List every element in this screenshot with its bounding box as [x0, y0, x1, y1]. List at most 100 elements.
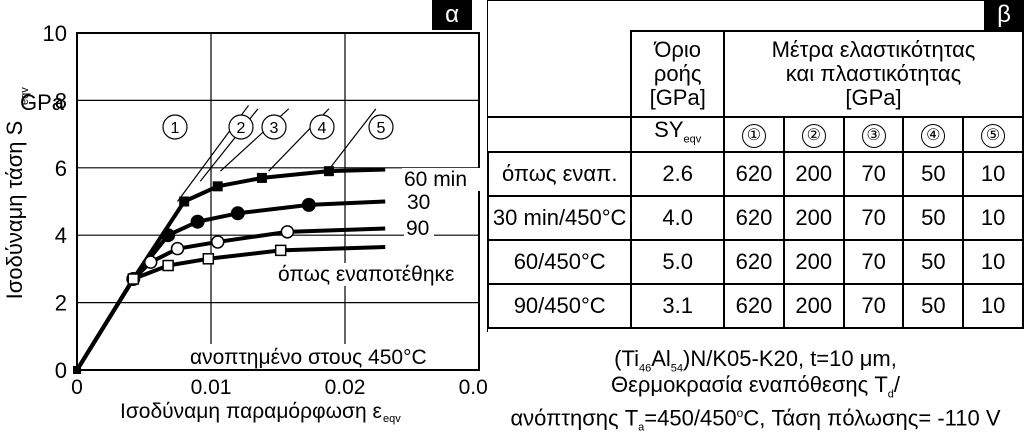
- row-m5: 10: [962, 195, 1024, 242]
- table-row: 90/450°C 3.1 620 200 70 50 10: [486, 283, 1024, 330]
- y-tick-label: 4: [55, 223, 67, 248]
- col-label-1: ①: [741, 124, 766, 149]
- yield-header: Όριο ροής [GPa]: [630, 30, 726, 118]
- x-axis-label: Ισοδύναμη παραμόρφωση ε: [120, 400, 382, 423]
- row-sy: 2.6: [630, 151, 726, 198]
- series-point: [274, 244, 287, 257]
- row-m2: 200: [782, 151, 845, 198]
- origin-point: [73, 366, 81, 374]
- row-m5: 10: [962, 151, 1024, 198]
- series-label: όπως εναποτέθηκε: [278, 263, 454, 286]
- modulus-col-3: ③: [842, 115, 905, 154]
- table-row: 30 min/450°C 4.0 620 200 70 50 10: [486, 195, 1024, 242]
- caption-line-2: Θερμοκρασία εναπόθεσης Td/: [610, 372, 901, 401]
- plot-frame: [76, 32, 480, 371]
- series-point: [202, 253, 215, 265]
- series-label-bg-0: [402, 168, 480, 191]
- x-axis-label-sub: eqv: [383, 413, 401, 425]
- modulus-col-4: ④: [902, 115, 965, 154]
- col-label-3: ③: [861, 124, 886, 149]
- table-row: όπως εναπ. 2.6 620 200 70 50 10: [486, 151, 1024, 198]
- reference-label-circle-2: [228, 114, 254, 140]
- series-point: [127, 273, 140, 285]
- reference-label-1: 1: [171, 120, 180, 137]
- moduli-header-text: Μέτρα ελαστικότητας και πλαστικότητας [G…: [771, 37, 976, 110]
- table-corner-2: [488, 117, 633, 154]
- row-m1: 620: [723, 283, 785, 330]
- series-label-bg-2: [404, 217, 434, 240]
- row-name: 60/450°C: [486, 239, 633, 286]
- row-sy: 3.1: [630, 283, 726, 330]
- row-name: 30 min/450°C: [486, 195, 633, 242]
- y-tick-label: 6: [55, 156, 67, 181]
- x-tick-label: 0.03: [459, 376, 487, 399]
- col-label-2: ②: [801, 124, 826, 149]
- series-point: [323, 166, 334, 177]
- moduli-header: Μέτρα ελαστικότητας και πλαστικότητας [G…: [723, 30, 1024, 118]
- reference-label-5: 5: [377, 120, 386, 137]
- row-m2: 200: [782, 195, 845, 242]
- properties-table: Όριο ροής [GPa] Μέτρα ελαστικότητας και …: [486, 30, 1024, 330]
- reference-label-circle-1: [162, 114, 188, 140]
- row-m4: 50: [902, 283, 965, 330]
- sy-header: SYeqv: [630, 115, 726, 154]
- x-tick-label: 0.02: [325, 376, 366, 399]
- caption-line-1: (Ti46Al54)N/K05-K20, t=10 μm,: [614, 346, 897, 375]
- row-name: όπως εναπ.: [486, 151, 633, 198]
- panel-b-top-border: [487, 0, 1024, 1]
- row-m5: 10: [962, 239, 1024, 286]
- y-axis-label-sub: eqv: [19, 87, 31, 105]
- y-axis-unit: GPa: [20, 90, 65, 115]
- row-m2: 200: [782, 239, 845, 286]
- y-tick-label: 10: [43, 21, 67, 46]
- series-point: [179, 196, 190, 207]
- sy-label: SY: [654, 117, 684, 142]
- reference-label-3: 3: [270, 120, 279, 137]
- series-point: [280, 225, 295, 239]
- modulus-col-1: ①: [723, 115, 785, 154]
- y-tick-label: 2: [55, 291, 67, 316]
- row-m2: 200: [782, 283, 845, 330]
- series-point: [161, 228, 176, 243]
- row-m1: 620: [723, 239, 785, 286]
- series-label: 30: [407, 191, 430, 214]
- row-m4: 50: [902, 195, 965, 242]
- sy-sub: eqv: [683, 133, 702, 146]
- panel-a-tag: α: [432, 0, 472, 30]
- series-label-bg-1: [405, 191, 435, 214]
- row-m4: 50: [902, 239, 965, 286]
- row-sy: 5.0: [630, 239, 726, 286]
- series-point: [162, 259, 174, 272]
- series-label: 90: [406, 217, 429, 240]
- row-m4: 50: [902, 151, 965, 198]
- series-point: [210, 235, 225, 249]
- table-row: 60/450°C 5.0 620 200 70 50 10: [486, 239, 1024, 286]
- table-corner: [488, 31, 633, 118]
- x-tick-label: 0: [71, 376, 83, 399]
- reference-label-circle-3: [261, 114, 287, 140]
- col-label-4: ④: [921, 124, 946, 149]
- caption-line-3: ανόπτησης Ta=450/450oC, Τάση πόλωσης= -1…: [510, 405, 1001, 434]
- row-m5: 10: [962, 283, 1024, 330]
- reference-label-circle-4: [309, 114, 335, 140]
- series-point: [212, 181, 223, 192]
- row-name: 90/450°C: [486, 283, 633, 330]
- y-tick-label: 0: [55, 358, 67, 383]
- row-sy: 4.0: [630, 195, 726, 242]
- y-tick-label: 8: [55, 88, 67, 113]
- reference-label-circle-5: [368, 114, 394, 140]
- modulus-col-2: ②: [782, 115, 845, 154]
- series-label-bg-3: [276, 263, 474, 286]
- series-line-3: [75, 244, 386, 372]
- series-label: 60 min: [404, 168, 467, 191]
- series-point: [170, 241, 185, 256]
- reference-label-4: 4: [318, 120, 327, 137]
- row-m1: 620: [723, 151, 785, 198]
- row-m1: 620: [723, 195, 785, 242]
- series-point: [256, 172, 267, 183]
- series-point: [143, 255, 158, 269]
- series-point: [301, 197, 316, 212]
- col-label-5: ⑤: [981, 124, 1006, 149]
- modulus-col-5: ⑤: [962, 115, 1024, 154]
